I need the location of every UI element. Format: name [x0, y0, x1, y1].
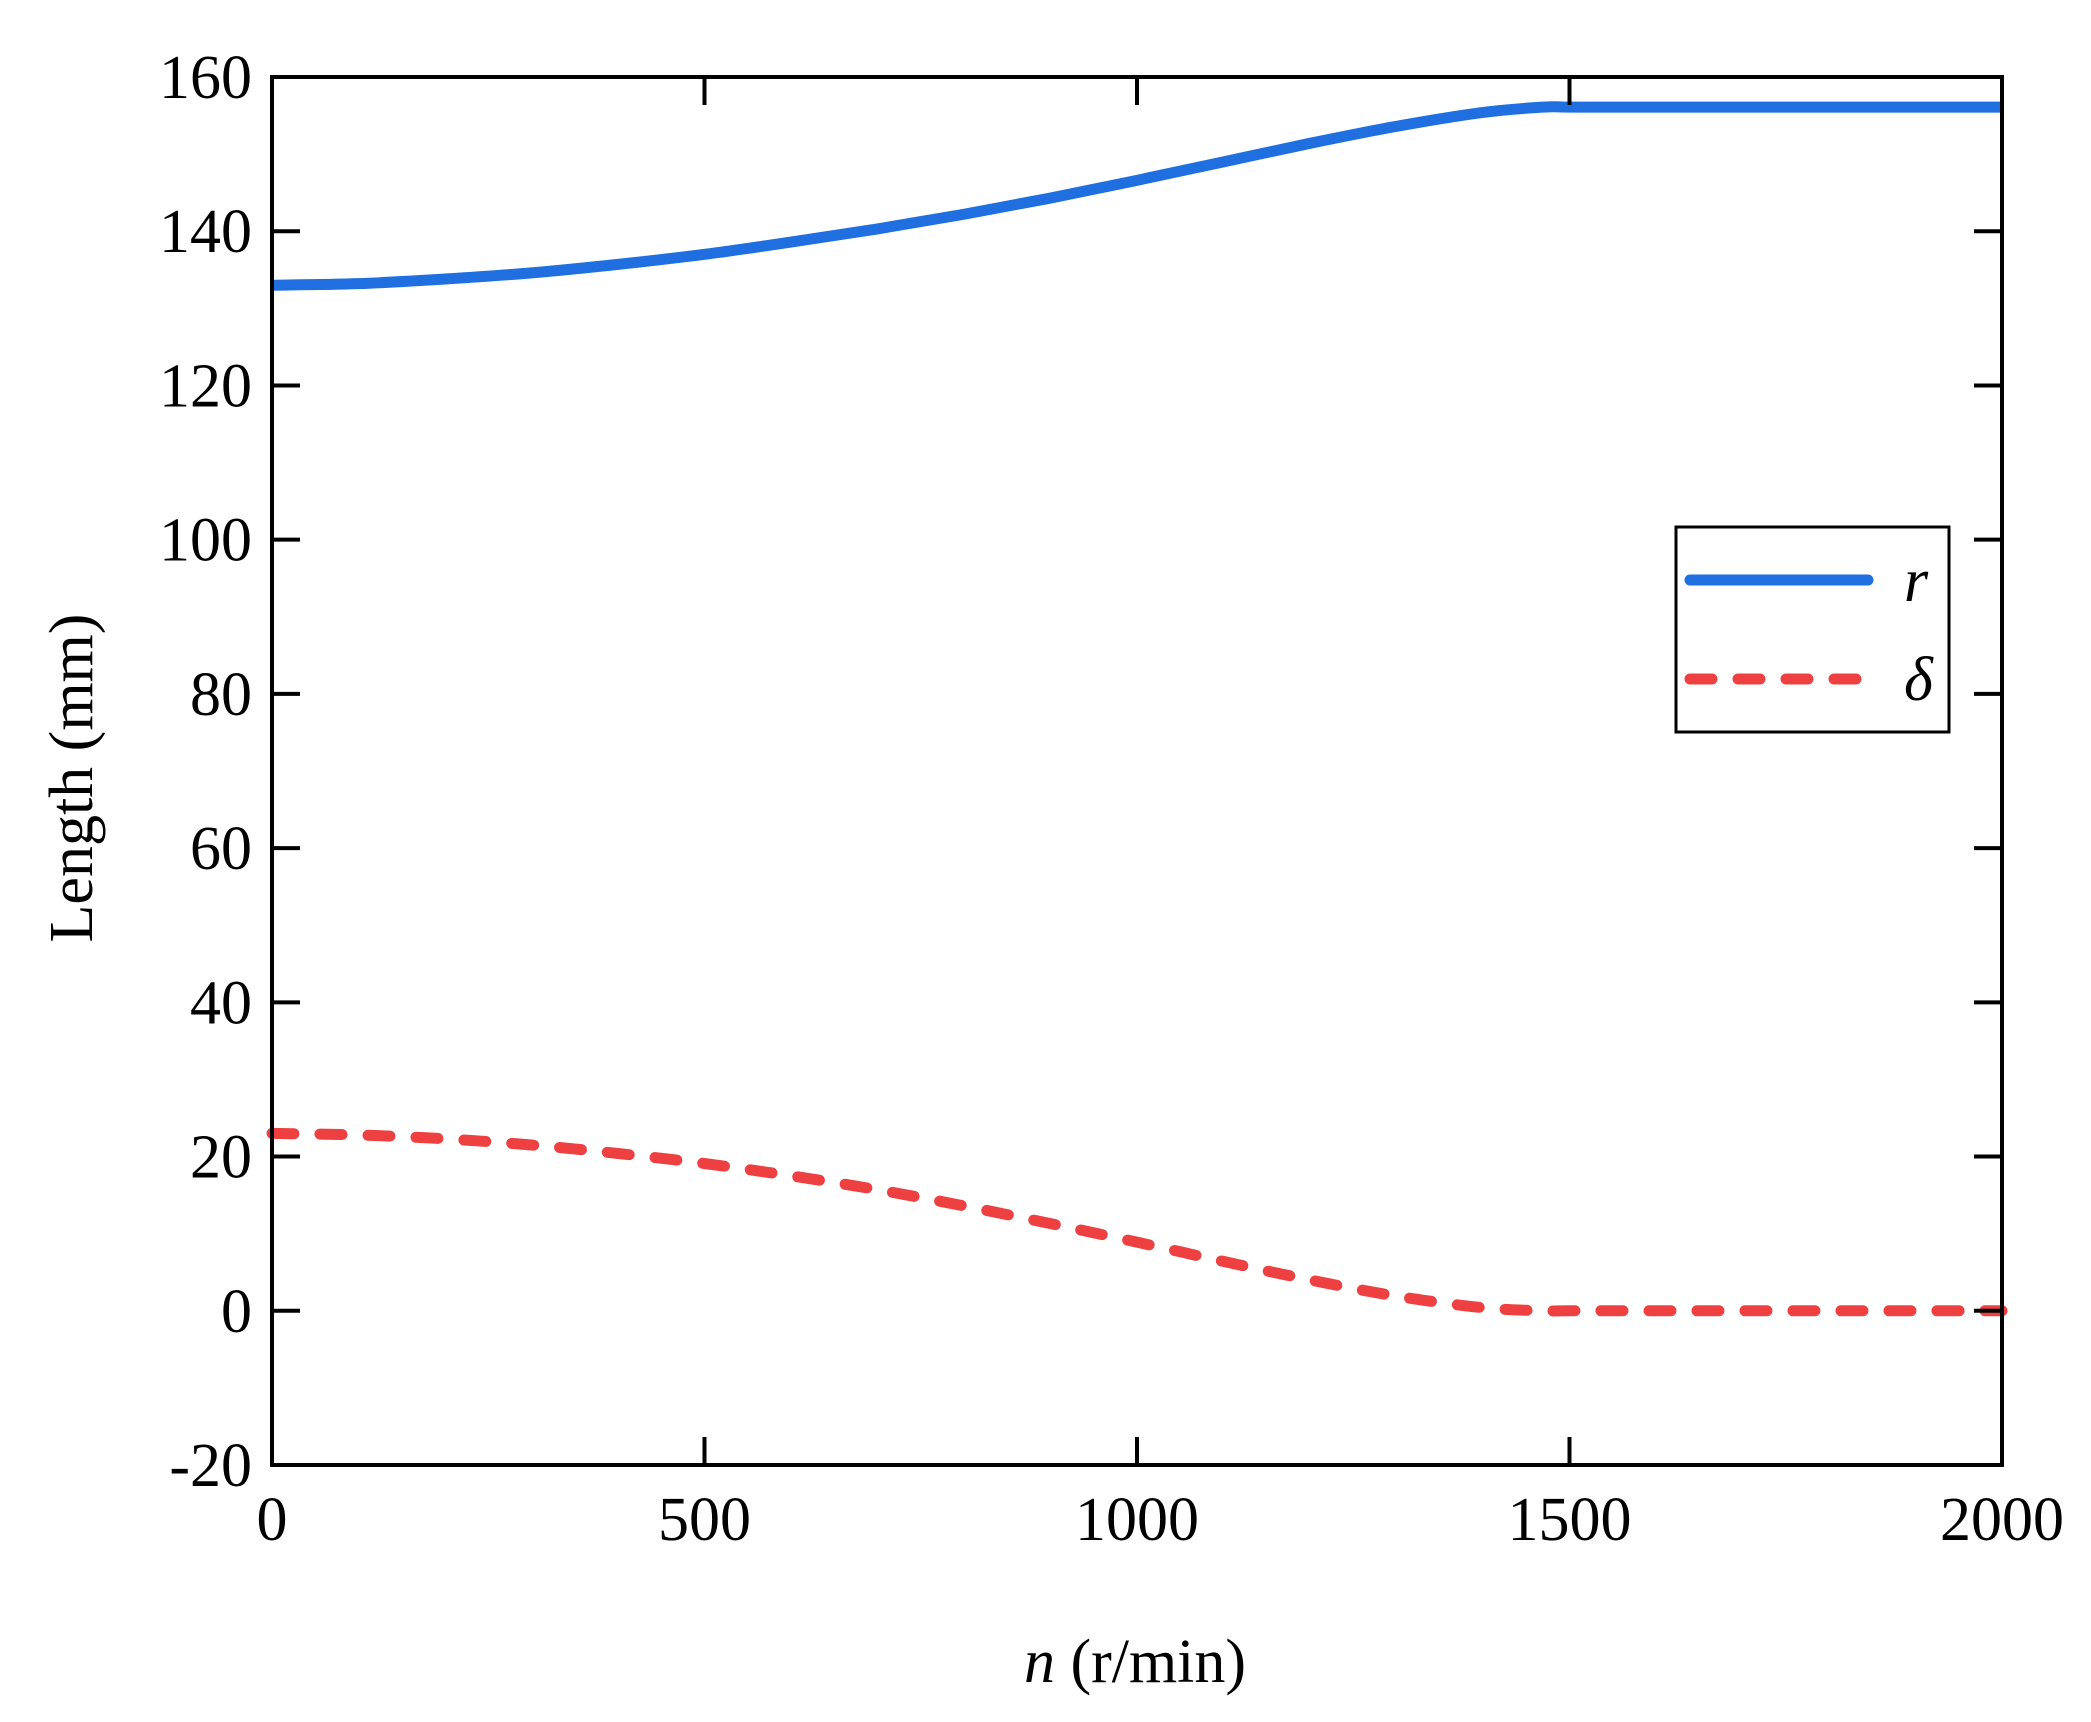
series-layer: [266, 101, 2008, 1317]
x-tick-label-1000: 1000: [1075, 1486, 1199, 1554]
plot-frame: [270, 75, 2004, 1467]
y-tick-label-60: 60: [190, 815, 252, 883]
series-line-delta: [266, 1127, 2008, 1317]
y-tick-label-100: 100: [159, 507, 252, 575]
legend: r δ: [1674, 525, 1951, 734]
x-tick-label-500: 500: [658, 1486, 751, 1554]
y-axis-label: Length (mm): [38, 614, 106, 943]
x-tick-label-0: 0: [257, 1486, 288, 1554]
x-axis-label-unit: (r/min): [1055, 1628, 1246, 1696]
y-tick-label-120: 120: [159, 352, 252, 420]
legend-box: [1674, 525, 1951, 734]
y-tick-label-0: 0: [221, 1278, 252, 1346]
legend-label-r: r: [1904, 547, 1929, 615]
legend-label-delta: δ: [1904, 646, 1934, 714]
y-tick-label-80: 80: [190, 661, 252, 729]
y-tick-label-160: 160: [159, 44, 252, 112]
x-axis-label-variable: n: [1024, 1628, 1055, 1696]
x-axis-label: n (r/min): [1024, 1628, 1246, 1696]
y-tick-label-20: 20: [190, 1124, 252, 1192]
y-tick-label-40: 40: [190, 969, 252, 1037]
x-tick-label-1500: 1500: [1508, 1486, 1632, 1554]
y-tick-label-140: 140: [159, 198, 252, 266]
x-tick-label-2000: 2000: [1940, 1486, 2064, 1554]
series-line-r: [271, 101, 2002, 291]
y-tick-label--20: -20: [169, 1432, 252, 1500]
